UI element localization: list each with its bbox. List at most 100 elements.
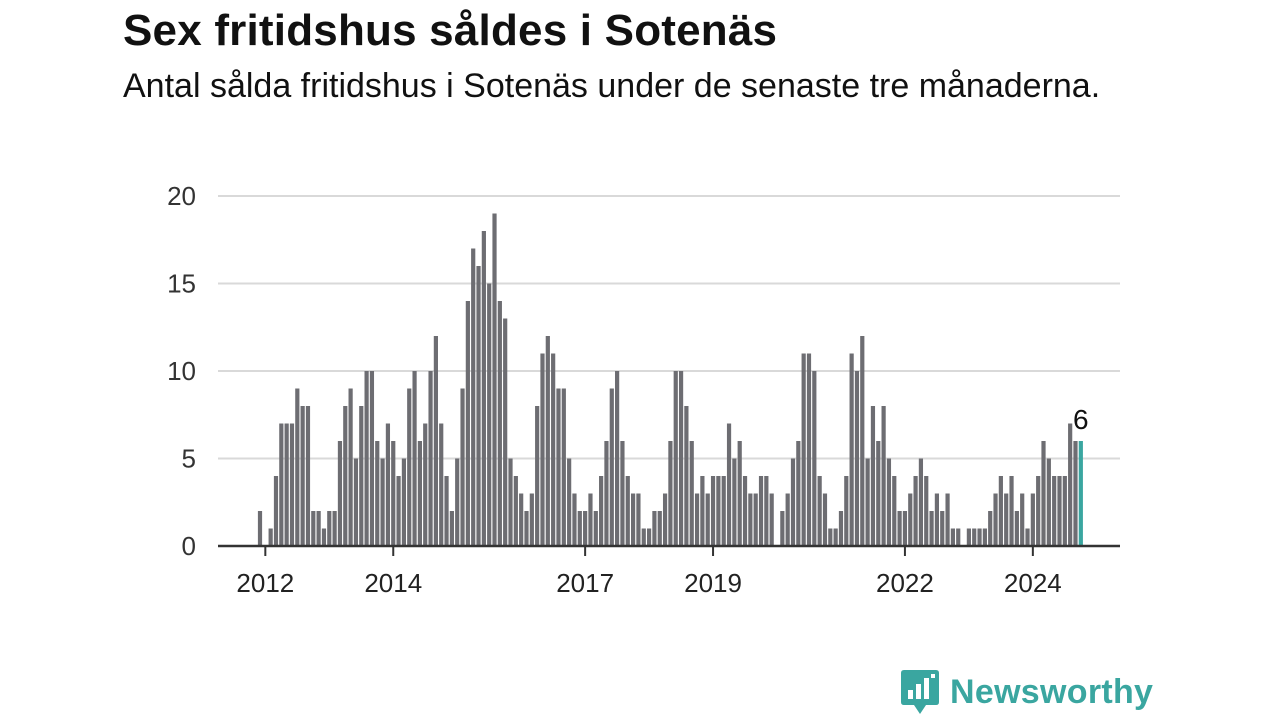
bar — [732, 458, 737, 546]
newsworthy-brand: Newsworthy — [900, 668, 1153, 716]
bar — [364, 371, 369, 546]
newsworthy-logo-icon — [901, 670, 939, 714]
bar — [678, 371, 684, 546]
bar — [668, 441, 673, 546]
bar — [924, 476, 929, 546]
bar — [705, 493, 710, 546]
bar — [257, 511, 263, 546]
x-tick-label: 2017 — [556, 568, 614, 598]
bar — [433, 336, 438, 546]
bar — [753, 493, 758, 546]
bar — [551, 353, 556, 546]
bar — [369, 371, 375, 546]
bar — [268, 528, 273, 546]
bar — [982, 528, 987, 546]
bar — [577, 511, 582, 546]
bar — [934, 493, 940, 546]
bar — [902, 511, 908, 546]
bar — [604, 441, 609, 546]
bar — [998, 476, 1003, 546]
bar — [337, 441, 343, 546]
bar — [524, 511, 529, 546]
x-tick-label: 2012 — [236, 568, 294, 598]
bar — [300, 406, 305, 546]
bar — [769, 493, 774, 546]
bar — [535, 406, 540, 546]
bar — [279, 423, 284, 546]
bar — [583, 511, 588, 546]
bar — [492, 213, 497, 546]
bar — [588, 493, 593, 546]
bar — [876, 441, 881, 546]
bar — [881, 406, 886, 546]
bar — [423, 423, 428, 546]
bar — [972, 528, 977, 546]
bar — [417, 441, 422, 546]
bar — [817, 476, 822, 546]
bar — [737, 441, 742, 546]
bar — [785, 493, 790, 546]
bar — [1073, 441, 1078, 546]
bar — [295, 388, 300, 546]
bar — [289, 423, 295, 546]
bar — [726, 423, 732, 546]
bar — [380, 458, 385, 546]
y-tick-label: 5 — [182, 444, 196, 474]
bar — [1009, 476, 1014, 546]
bar — [353, 458, 359, 546]
bar — [465, 301, 470, 546]
bar — [833, 528, 838, 546]
x-tick-label: 2022 — [876, 568, 934, 598]
bar — [993, 493, 998, 546]
bar — [913, 476, 918, 546]
bar — [567, 458, 572, 546]
bar — [620, 441, 625, 546]
bar — [305, 406, 311, 546]
bar — [1014, 511, 1019, 546]
bar — [780, 511, 785, 546]
bar — [854, 371, 860, 546]
bar — [455, 458, 460, 546]
data-label: 6 — [1073, 404, 1089, 435]
bar — [460, 388, 465, 546]
bar — [385, 423, 391, 546]
bar — [519, 493, 524, 546]
bar — [694, 493, 700, 546]
bar — [822, 493, 828, 546]
bar — [311, 511, 316, 546]
bar — [593, 511, 598, 546]
bar — [1078, 441, 1083, 546]
bar — [1057, 476, 1062, 546]
bar — [572, 493, 577, 546]
bar — [945, 493, 950, 546]
bar — [716, 476, 721, 546]
bar-chart: 0 5 10 15 20 2012 2014 2017 2019 2022 2024 6 — [167, 181, 1120, 598]
bar — [886, 458, 892, 546]
bar — [1036, 476, 1041, 546]
bar — [918, 458, 924, 546]
bar — [844, 476, 849, 546]
bar — [1004, 493, 1009, 546]
bar — [865, 458, 870, 546]
bar — [497, 301, 502, 546]
bar — [684, 406, 689, 546]
bar — [849, 353, 854, 546]
bar — [1041, 441, 1046, 546]
bar — [1020, 493, 1025, 546]
bar — [359, 406, 364, 546]
bar — [1046, 458, 1051, 546]
bar — [615, 371, 620, 546]
bar — [689, 441, 694, 546]
bar — [476, 266, 481, 546]
bar — [673, 371, 678, 546]
bar — [412, 371, 417, 546]
y-tick-label: 0 — [182, 531, 196, 561]
bar — [487, 283, 492, 546]
bar — [812, 371, 817, 546]
bar — [908, 493, 913, 546]
bar — [646, 528, 652, 546]
bar — [375, 441, 380, 546]
bar — [1052, 476, 1057, 546]
bar — [748, 493, 753, 546]
bar — [599, 476, 604, 546]
